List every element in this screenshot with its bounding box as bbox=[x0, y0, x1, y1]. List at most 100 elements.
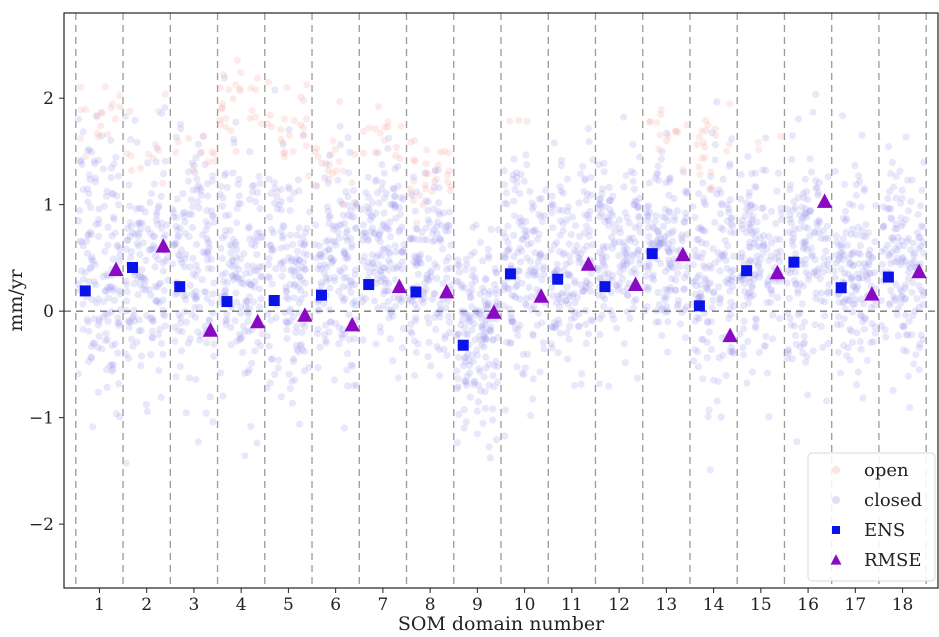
closed-point bbox=[344, 201, 352, 209]
closed-point bbox=[680, 286, 688, 294]
closed-point bbox=[296, 273, 304, 281]
closed-point bbox=[711, 141, 720, 149]
closed-point bbox=[513, 281, 521, 290]
closed-point bbox=[719, 253, 727, 261]
closed-point bbox=[327, 318, 335, 326]
closed-point bbox=[706, 466, 714, 474]
closed-point bbox=[645, 202, 653, 210]
closed-point bbox=[87, 203, 95, 212]
open-point bbox=[656, 131, 664, 139]
closed-point bbox=[831, 167, 839, 176]
closed-point bbox=[582, 277, 591, 285]
closed-point bbox=[697, 293, 705, 301]
closed-point bbox=[242, 298, 250, 306]
open-point bbox=[445, 149, 453, 157]
closed-point bbox=[477, 387, 485, 395]
closed-point bbox=[87, 263, 95, 271]
closed-point bbox=[813, 271, 821, 279]
closed-point bbox=[670, 194, 678, 203]
closed-point bbox=[196, 303, 204, 311]
closed-point bbox=[91, 261, 99, 269]
closed-point bbox=[665, 177, 674, 186]
closed-point bbox=[382, 189, 391, 197]
closed-point bbox=[760, 342, 768, 350]
closed-point bbox=[749, 291, 757, 299]
closed-point bbox=[278, 258, 286, 266]
closed-point bbox=[486, 287, 494, 295]
open-point bbox=[127, 152, 135, 160]
closed-point bbox=[116, 290, 124, 298]
closed-point bbox=[796, 309, 804, 317]
closed-point bbox=[458, 316, 466, 324]
closed-point bbox=[94, 343, 102, 352]
closed-point bbox=[678, 308, 686, 317]
closed-point bbox=[344, 134, 352, 142]
closed-point bbox=[494, 226, 503, 234]
closed-point bbox=[872, 202, 880, 210]
closed-point bbox=[654, 227, 662, 235]
closed-point bbox=[691, 252, 699, 260]
closed-point bbox=[726, 287, 734, 295]
closed-point bbox=[492, 268, 500, 276]
rmse-marker bbox=[155, 238, 171, 253]
closed-point bbox=[606, 205, 614, 214]
closed-point bbox=[891, 244, 900, 253]
closed-point bbox=[445, 318, 454, 326]
closed-point bbox=[172, 133, 180, 141]
closed-point bbox=[491, 280, 499, 289]
closed-point bbox=[486, 327, 494, 335]
closed-point bbox=[683, 189, 691, 197]
closed-point bbox=[907, 198, 915, 206]
open-point bbox=[204, 158, 212, 166]
open-point bbox=[701, 154, 709, 162]
closed-point bbox=[157, 224, 165, 232]
closed-point bbox=[845, 254, 853, 262]
closed-point bbox=[144, 159, 152, 167]
closed-point bbox=[134, 232, 142, 240]
closed-point bbox=[314, 364, 322, 372]
closed-point bbox=[571, 313, 579, 321]
closed-point bbox=[718, 200, 726, 208]
closed-point bbox=[229, 271, 237, 279]
closed-point bbox=[743, 379, 751, 387]
closed-point bbox=[95, 216, 103, 224]
open-point bbox=[723, 147, 731, 155]
open-point bbox=[227, 127, 235, 135]
closed-point bbox=[815, 178, 823, 187]
closed-point bbox=[370, 229, 378, 238]
closed-point bbox=[476, 290, 484, 298]
closed-point bbox=[293, 231, 301, 239]
closed-point bbox=[361, 233, 370, 241]
reference-lines bbox=[64, 13, 938, 588]
closed-point bbox=[113, 241, 121, 249]
closed-point bbox=[391, 302, 399, 311]
closed-point bbox=[444, 227, 452, 235]
closed-point bbox=[157, 192, 165, 201]
closed-point bbox=[291, 267, 299, 275]
closed-point bbox=[879, 224, 887, 232]
closed-point bbox=[235, 336, 244, 344]
closed-point bbox=[763, 245, 771, 253]
closed-point bbox=[316, 252, 324, 260]
closed-point bbox=[254, 189, 262, 197]
closed-point bbox=[249, 262, 257, 270]
closed-point bbox=[589, 317, 597, 325]
closed-point bbox=[300, 367, 308, 375]
closed-point bbox=[862, 272, 871, 280]
closed-point bbox=[470, 378, 478, 386]
open-point bbox=[679, 166, 687, 174]
closed-point bbox=[850, 261, 858, 269]
closed-point bbox=[610, 227, 619, 235]
closed-point bbox=[397, 248, 405, 256]
closed-point bbox=[854, 249, 863, 257]
closed-point bbox=[283, 334, 291, 343]
closed-point bbox=[530, 269, 538, 277]
closed-point bbox=[286, 280, 294, 288]
closed-point bbox=[390, 200, 398, 208]
closed-point bbox=[919, 223, 927, 231]
closed-point bbox=[411, 371, 419, 380]
closed-point bbox=[423, 236, 431, 244]
closed-point bbox=[748, 229, 756, 237]
closed-point bbox=[898, 287, 906, 295]
closed-point bbox=[83, 237, 91, 245]
